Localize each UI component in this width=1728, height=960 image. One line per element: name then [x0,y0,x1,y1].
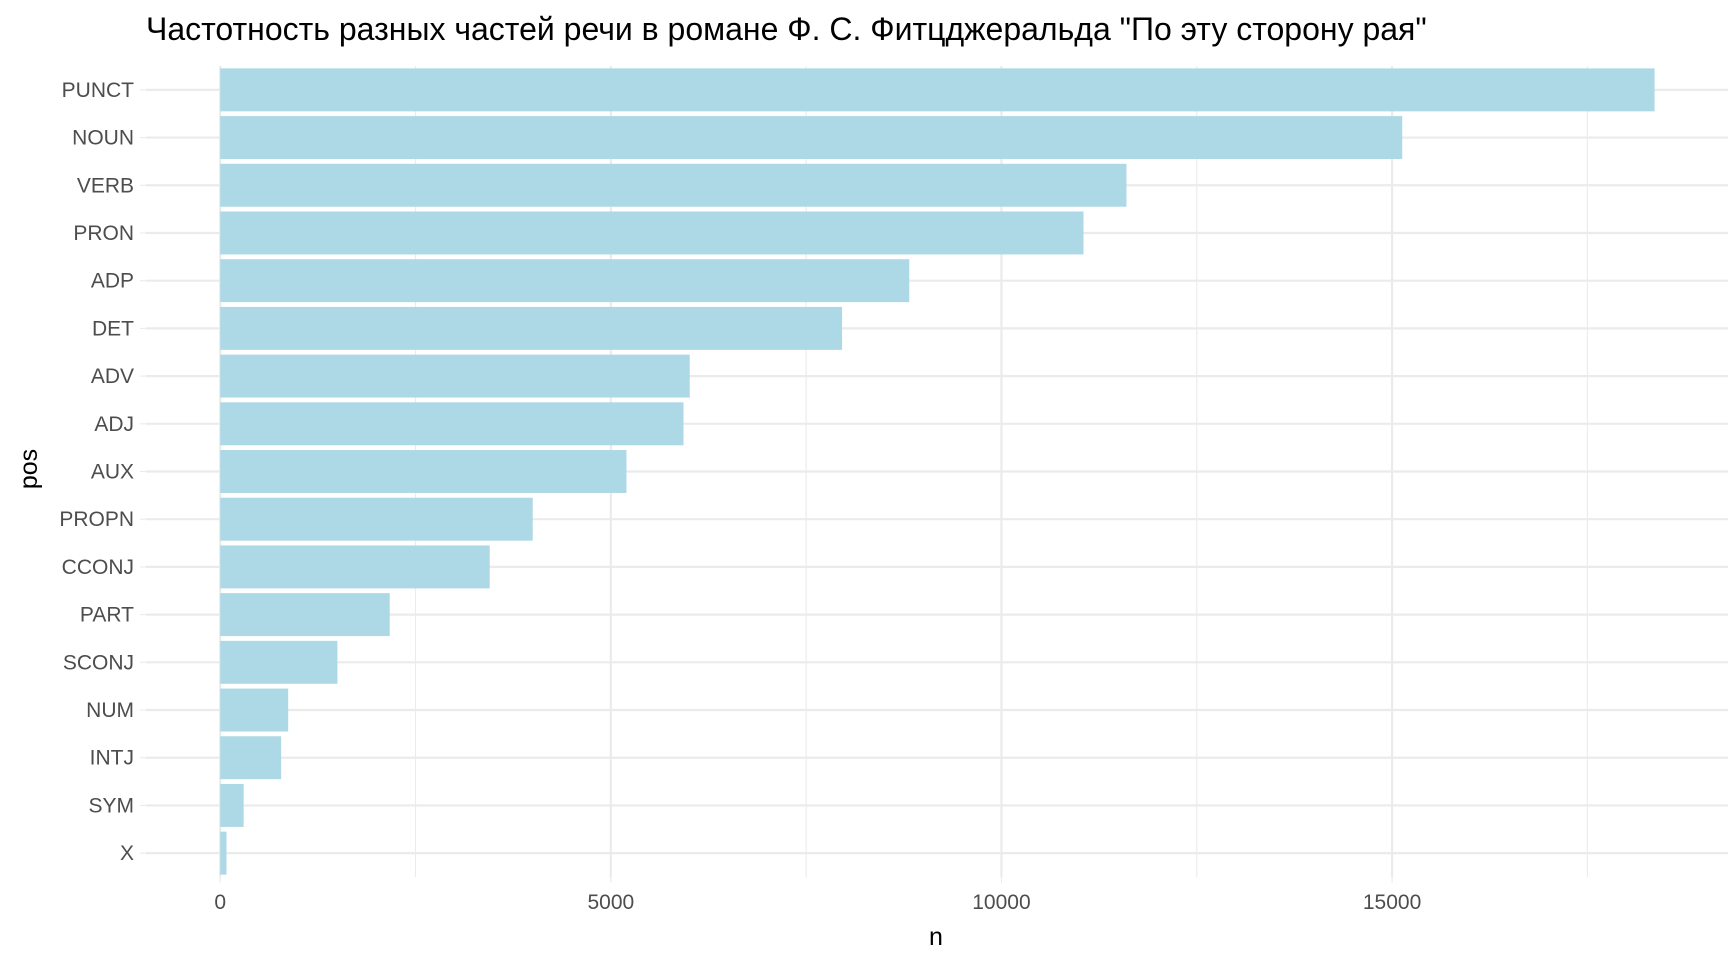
bar-propn [220,497,533,541]
y-tick-label: NUM [86,699,134,722]
x-tick-label: 5000 [587,891,634,914]
x-axis: 0 5000 10000 15000 [214,877,1421,914]
y-tick-label: INTJ [90,747,134,770]
y-tick-label: CCONJ [62,556,134,579]
bar-sconj [220,640,338,684]
y-tick-label: VERB [77,174,134,197]
y-tick-label: SYM [88,794,134,817]
y-tick-label: ADP [91,270,134,293]
bar-det [220,306,843,350]
y-tick-label: SCONJ [63,651,134,674]
x-tick-label: 0 [214,891,226,914]
bar-aux [220,450,627,493]
y-tick-label: ADV [91,365,134,388]
x-tick-label: 10000 [972,891,1030,914]
y-tick-label: PRON [73,222,134,245]
x-axis-title: n [929,923,943,951]
bar-part [220,593,390,637]
bar-punct [220,68,1655,112]
bar-x [220,831,227,875]
y-axis-title: pos [15,449,43,489]
x-tick-label: 15000 [1363,891,1421,914]
y-tick-label: X [120,842,134,865]
chart-title: Частотность разных частей речи в романе … [146,11,1427,47]
y-tick-label: NOUN [72,127,134,150]
y-axis: PUNCT NOUN VERB PRON ADP DET ADV ADJ AUX PROPN CCO… [59,79,146,865]
y-tick-label: AUX [91,461,134,484]
bar-noun [220,116,1403,160]
bar-adv [220,354,690,398]
y-tick-label: PART [80,604,134,627]
bar-intj [220,736,282,780]
bars-layer [220,68,1655,875]
bar-adj [220,402,684,446]
y-tick-label: PUNCT [62,79,135,102]
bar-pron [220,211,1084,255]
bar-num [220,688,289,732]
bar-verb [220,163,1127,207]
y-tick-label: ADJ [94,413,134,436]
bar-adp [220,259,910,303]
bar-cconj [220,545,490,589]
bar-sym [220,783,244,827]
y-tick-label: PROPN [59,508,134,531]
y-tick-label: DET [92,317,134,340]
